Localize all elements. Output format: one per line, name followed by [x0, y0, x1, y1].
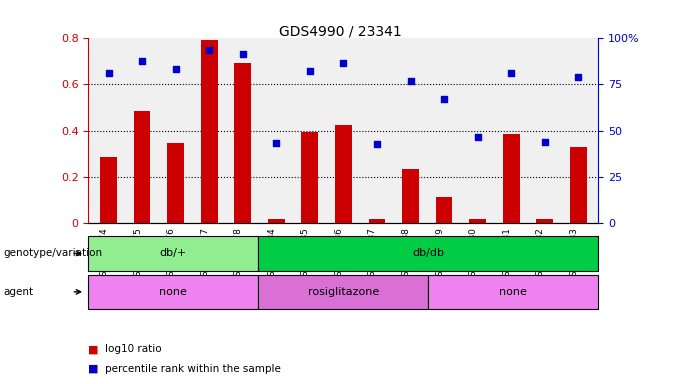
Text: agent: agent	[3, 287, 33, 297]
Text: db/+: db/+	[160, 248, 187, 258]
Point	[405, 78, 416, 84]
Point	[539, 139, 550, 145]
Point	[170, 66, 181, 72]
Bar	[503, 134, 520, 223]
Point	[103, 70, 114, 76]
Bar	[235, 63, 251, 223]
Bar	[301, 132, 318, 223]
Bar	[100, 157, 117, 223]
Point	[137, 58, 148, 65]
Bar	[436, 197, 452, 223]
Bar	[402, 169, 419, 223]
Bar	[201, 40, 218, 223]
Point	[371, 141, 382, 147]
Text: GDS4990 / 23341: GDS4990 / 23341	[279, 25, 401, 39]
Point	[506, 70, 517, 76]
Bar	[268, 219, 285, 223]
Bar	[134, 111, 150, 223]
Text: percentile rank within the sample: percentile rank within the sample	[105, 364, 282, 374]
Bar	[469, 219, 486, 223]
Text: none: none	[160, 287, 187, 297]
Point	[472, 134, 483, 140]
Bar	[369, 219, 386, 223]
Bar	[570, 147, 587, 223]
Text: none: none	[500, 287, 527, 297]
Point	[573, 74, 583, 80]
Point	[237, 51, 248, 57]
Text: ■: ■	[88, 364, 99, 374]
Bar	[335, 125, 352, 223]
Point	[305, 68, 316, 74]
Point	[338, 60, 349, 66]
Bar	[537, 219, 553, 223]
Text: ■: ■	[88, 344, 99, 354]
Bar	[167, 143, 184, 223]
Point	[271, 139, 282, 146]
Text: genotype/variation: genotype/variation	[3, 248, 103, 258]
Text: db/db: db/db	[412, 248, 445, 258]
Point	[204, 47, 215, 53]
Text: log10 ratio: log10 ratio	[105, 344, 162, 354]
Text: rosiglitazone: rosiglitazone	[308, 287, 379, 297]
Point	[439, 96, 449, 102]
